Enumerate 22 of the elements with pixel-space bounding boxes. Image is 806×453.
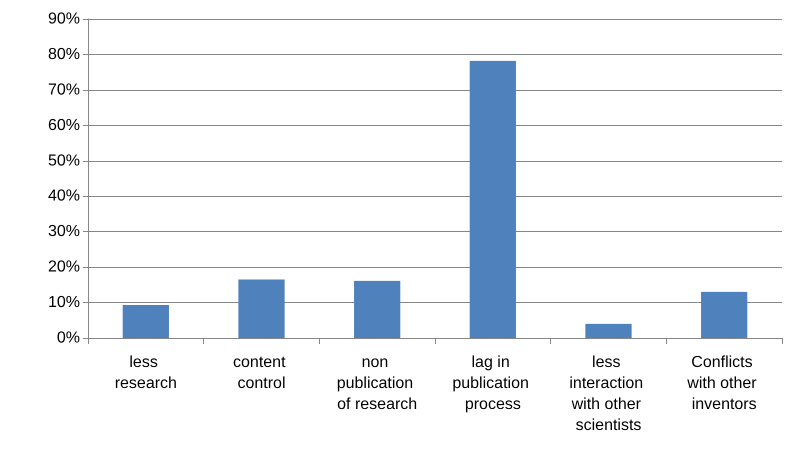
x-tick-label: Conflicts with other inventors	[686, 354, 762, 413]
x-tick-label: less research	[114, 354, 177, 392]
bar	[122, 305, 169, 338]
bar	[354, 280, 400, 338]
bar	[701, 292, 748, 338]
y-tick-label: 80%	[48, 46, 80, 63]
y-tick-label: 90%	[48, 10, 80, 28]
y-tick-label: 30%	[48, 223, 80, 240]
x-tick-label: lag in publication process	[452, 354, 534, 413]
y-tick-label: 70%	[48, 81, 80, 98]
y-tick-label: 0%	[56, 330, 80, 346]
bar	[470, 60, 516, 338]
x-tick-label: content control	[233, 354, 290, 392]
x-tick-label: non publication of research	[336, 354, 418, 413]
y-tick-label: 50%	[48, 152, 80, 170]
y-tick-label: 60%	[48, 116, 80, 134]
y-tick-label: 40%	[48, 188, 80, 205]
y-tick-label: 20%	[48, 258, 80, 276]
bar	[238, 280, 285, 338]
x-tick-label: less interaction with other scientists	[569, 354, 648, 434]
y-tick-label: 10%	[48, 294, 80, 312]
bar	[585, 324, 632, 338]
